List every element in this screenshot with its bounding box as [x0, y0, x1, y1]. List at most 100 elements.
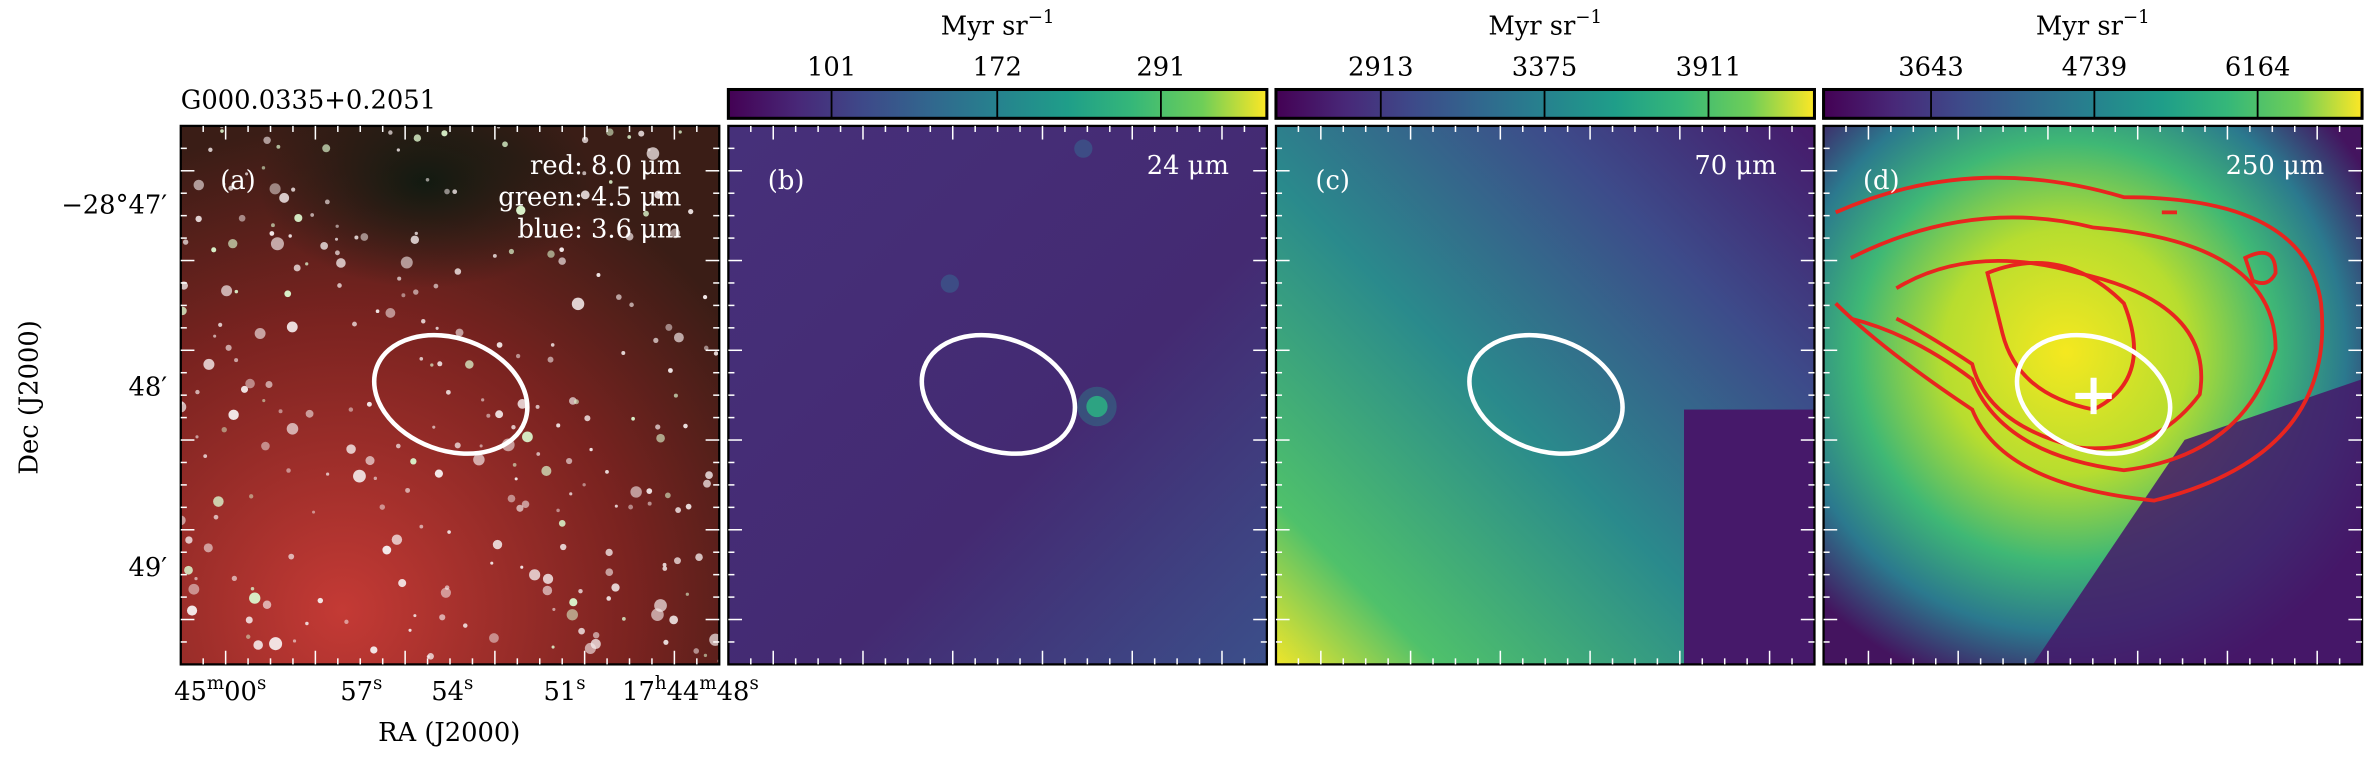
star [685, 592, 689, 596]
star [439, 614, 446, 621]
star [253, 640, 263, 650]
star [571, 297, 585, 311]
star [261, 441, 270, 451]
colorbar-tick-label: 2913 [1348, 52, 1414, 82]
star [288, 553, 295, 560]
star [294, 213, 303, 223]
star [556, 508, 560, 513]
star [261, 166, 266, 170]
star [434, 469, 443, 478]
panel-tag: (b) [768, 166, 805, 196]
star [569, 598, 578, 607]
star [249, 592, 261, 604]
star [231, 575, 237, 582]
star [263, 136, 271, 145]
star [305, 262, 309, 266]
star [596, 273, 601, 277]
star [375, 309, 380, 314]
ra-tick-label: 54s [431, 673, 473, 707]
ra-tick-piece: h [655, 673, 667, 694]
star [250, 587, 255, 591]
star [401, 293, 406, 298]
star [286, 321, 298, 333]
star [454, 268, 462, 275]
star [182, 239, 189, 245]
star [413, 614, 417, 618]
star [616, 294, 622, 300]
colorbar-tick-label: 4739 [2062, 52, 2128, 82]
star [265, 381, 273, 389]
ra-tick-piece: 57 [340, 677, 373, 707]
star [320, 242, 328, 250]
star [354, 235, 359, 240]
star [630, 486, 642, 498]
star [324, 199, 330, 205]
star [508, 248, 515, 255]
star [535, 404, 540, 409]
star [560, 543, 567, 551]
star [203, 454, 208, 459]
ra-tick-label: 57s [340, 673, 382, 707]
star [454, 442, 461, 449]
star [683, 423, 688, 429]
star [625, 232, 634, 241]
band-label: 70 μm [1694, 151, 1776, 181]
star [184, 565, 193, 575]
star [693, 648, 700, 654]
star [440, 587, 451, 598]
star [234, 289, 239, 294]
star [703, 345, 709, 351]
star [566, 457, 573, 465]
star [552, 607, 556, 611]
image-c [1275, 125, 1815, 665]
star [662, 562, 667, 567]
star [213, 514, 219, 520]
star [629, 302, 634, 308]
ra-tick-piece: 54 [431, 677, 464, 707]
band-label: 24 μm [1147, 151, 1229, 181]
band-label: blue: 3.6 μm [518, 215, 682, 245]
star [195, 389, 200, 395]
colorbar-tick-label: 3375 [1512, 52, 1578, 82]
star [667, 368, 673, 373]
star [410, 235, 420, 244]
star [398, 579, 407, 588]
image-d [1823, 125, 2363, 665]
star [489, 633, 499, 643]
star [455, 328, 464, 337]
star [211, 247, 217, 253]
star [348, 407, 354, 412]
star [180, 401, 187, 413]
star [653, 337, 659, 343]
star [425, 178, 430, 182]
star [414, 231, 418, 236]
ra-tick-piece: 44 [667, 677, 700, 707]
star [246, 634, 251, 639]
star [213, 496, 224, 507]
star [516, 205, 526, 216]
star [522, 431, 533, 443]
star [520, 565, 524, 569]
star [286, 423, 299, 435]
ra-tick-piece: s [257, 673, 266, 694]
star [521, 500, 530, 509]
star [334, 237, 339, 241]
colorbar [1822, 87, 2364, 120]
star [413, 134, 422, 142]
unit-text: Myr sr [2036, 11, 2124, 41]
star [646, 147, 660, 160]
star [580, 190, 590, 200]
star [703, 479, 711, 488]
star [678, 130, 682, 134]
star [195, 215, 202, 223]
dec-tick-label: 48′ [128, 372, 167, 402]
star [547, 250, 555, 258]
star [180, 515, 186, 526]
star [228, 409, 239, 421]
star [669, 615, 679, 625]
star [515, 353, 521, 359]
star [516, 504, 524, 512]
star [208, 147, 213, 152]
star [606, 596, 612, 601]
